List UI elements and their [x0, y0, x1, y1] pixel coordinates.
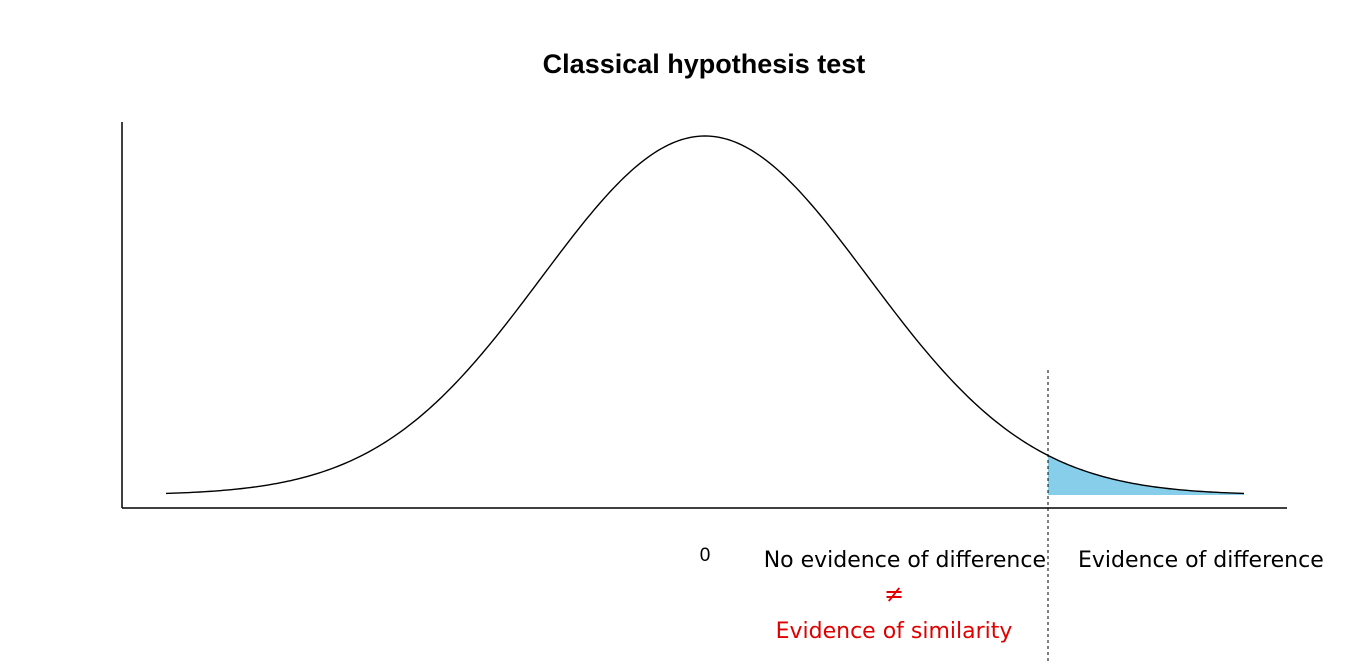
evidence-of-similarity-label: Evidence of similarity	[776, 619, 1013, 644]
chart-title: Classical hypothesis test	[543, 49, 866, 79]
rejection-region-shade	[1048, 455, 1244, 495]
evidence-of-difference-label: Evidence of difference	[1078, 548, 1324, 573]
no-evidence-of-difference-label: No evidence of difference	[764, 548, 1046, 573]
density-curve	[165, 135, 1245, 495]
x-tick-label-0: 0	[700, 545, 711, 566]
not-equal-symbol: ≠	[884, 580, 904, 608]
